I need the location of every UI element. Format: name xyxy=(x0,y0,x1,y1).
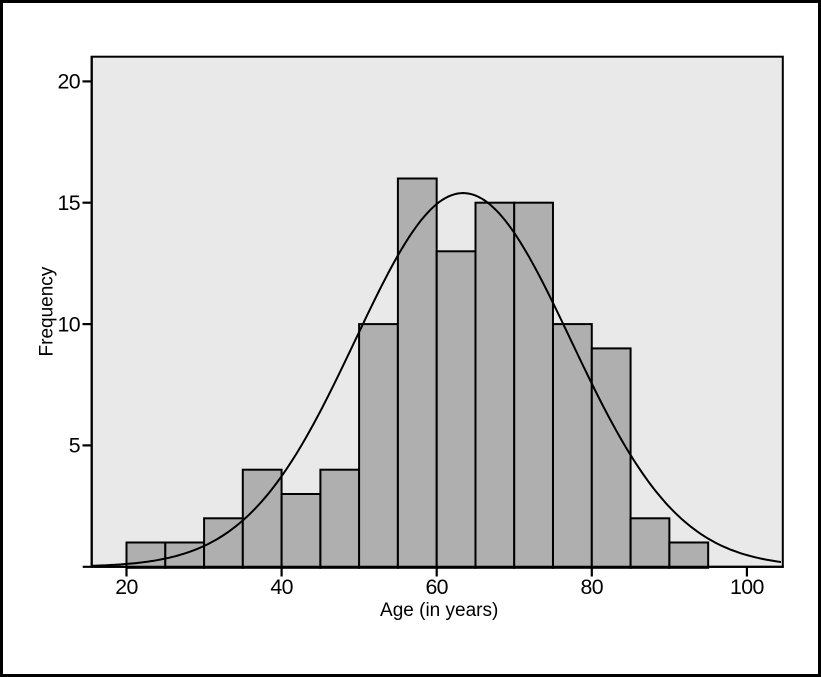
svg-text:20: 20 xyxy=(58,70,81,94)
svg-text:80: 80 xyxy=(581,575,604,599)
svg-text:5: 5 xyxy=(69,434,80,458)
svg-text:40: 40 xyxy=(270,575,293,599)
svg-text:100: 100 xyxy=(730,575,764,599)
svg-text:Age (in years): Age (in years) xyxy=(380,600,498,621)
svg-text:60: 60 xyxy=(425,575,448,599)
svg-text:10: 10 xyxy=(58,312,81,336)
svg-text:15: 15 xyxy=(58,191,81,215)
svg-text:Frequency: Frequency xyxy=(37,266,58,356)
svg-text:20: 20 xyxy=(115,575,138,599)
